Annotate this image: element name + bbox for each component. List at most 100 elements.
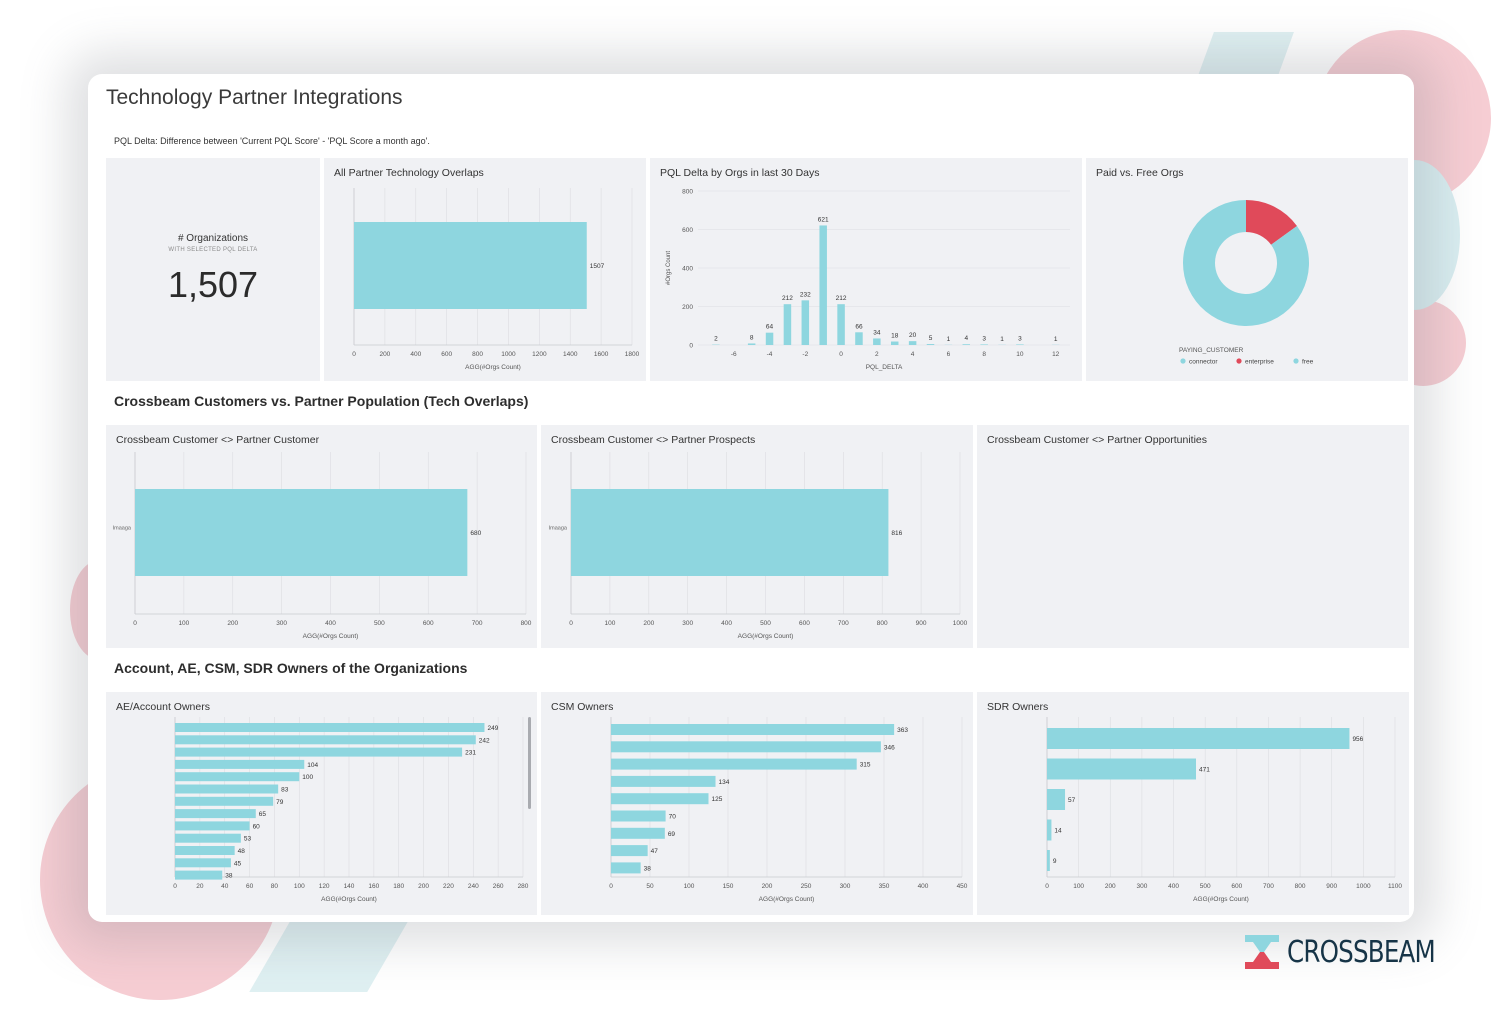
x-tick-label: 0 [133, 620, 137, 627]
overlaps-chart: 0 200 400 600 800 1000 1200 1400 1600 1800 AGG(#Or… [352, 188, 640, 371]
x-tick-label: 140 [344, 883, 355, 890]
x-axis-title: PQL_DELTA [866, 364, 903, 371]
bar [175, 821, 250, 831]
x-tick-label: 200 [1105, 883, 1116, 890]
x-tick-label: 1000 [1356, 883, 1371, 890]
bar [611, 741, 881, 753]
bar-value-label: 104 [307, 762, 318, 769]
csm-panel[interactable]: CSM Owners 0 50 100 150 200 250 300 350 400 450 AG… [541, 692, 973, 915]
x-axis-title: AGG(#Orgs Count) [759, 896, 815, 903]
bar [611, 862, 641, 874]
x-tick-label: 100 [684, 883, 695, 890]
category-label: Imaaga [549, 526, 568, 532]
pql-panel[interactable]: PQL Delta by Orgs in last 30 Days 0 200 40… [650, 158, 1082, 381]
x-tick-label: 4 [911, 351, 915, 358]
bar-value-label: 2 [714, 336, 718, 343]
bar [1047, 758, 1197, 780]
bar-value-label: 816 [891, 530, 902, 537]
decor-stripe-bottom [249, 920, 409, 992]
x-tick-label: 400 [1168, 883, 1179, 890]
bar [175, 723, 485, 732]
bar [175, 809, 256, 819]
x-tick-label: 1000 [501, 351, 516, 358]
x-tick-label: 150 [723, 883, 734, 890]
overlaps-panel[interactable]: All Partner Technology Overlaps 0 200 400 6… [324, 158, 646, 381]
section-title-owners: Account, AE, CSM, SDR Owners of the Orga… [114, 660, 468, 676]
x-tick-label: 800 [877, 620, 888, 627]
x-tick-label: 400 [918, 883, 929, 890]
bar-value-label: 48 [238, 848, 246, 855]
bar [175, 784, 279, 794]
bar [765, 332, 774, 345]
bar-value-label: 315 [860, 762, 871, 769]
x-tick-label: 40 [221, 883, 229, 890]
bar [962, 344, 971, 345]
paid-chart: PAYING_CUSTOMER connector enterprise free [1179, 200, 1314, 366]
bar [1047, 728, 1350, 749]
sdr-panel[interactable]: SDR Owners 0 100 200 300 400 500 600 700 800 900 1… [977, 692, 1409, 915]
x-tick-label: 12 [1052, 351, 1060, 358]
bar [611, 845, 648, 857]
bar-value-label: 38 [225, 873, 233, 880]
bar-value-label: 34 [873, 329, 881, 336]
paid-panel-title: Paid vs. Free Orgs [1096, 167, 1184, 179]
bar-value-label: 64 [766, 324, 774, 331]
bar-value-label: 242 [479, 737, 490, 744]
x-tick-label: 120 [319, 883, 330, 890]
kpi-value: 1,507 [167, 264, 259, 305]
prospects-panel-title: Crossbeam Customer <> Partner Prospects [551, 434, 756, 446]
bar-value-label: 1507 [590, 263, 605, 270]
x-tick-label: 60 [246, 883, 254, 890]
kpi-label: # Organizations [177, 233, 249, 244]
customer-panel[interactable]: Crossbeam Customer <> Partner Customer 0… [106, 425, 537, 648]
bar-value-label: 9 [1053, 858, 1057, 865]
legend-label: connector [1189, 359, 1218, 366]
csm-chart: 0 50 100 150 200 250 300 350 400 450 AGG(#Orgs Cou… [609, 717, 968, 903]
x-tick-label: 1400 [563, 351, 578, 358]
x-tick-label: 300 [1136, 883, 1147, 890]
bar [175, 772, 300, 782]
prospects-panel[interactable]: Crossbeam Customer <> Partner Prospects … [541, 425, 973, 648]
x-tick-label: 700 [472, 620, 483, 627]
pie-slice-free [1183, 200, 1309, 326]
ae-chart: 0 20 40 60 80 100 120 140 160 180 200 220 240 260 280 A… [173, 717, 529, 903]
bar [837, 304, 845, 345]
x-tick-label: 500 [1200, 883, 1211, 890]
x-tick-label: 700 [838, 620, 849, 627]
x-tick-label: 200 [379, 351, 390, 358]
x-tick-label: 1100 [1388, 883, 1402, 890]
ae-scrollbar[interactable] [528, 717, 531, 809]
bar-value-label: 60 [253, 823, 261, 830]
opportunities-panel[interactable]: Crossbeam Customer <> Partner Opportunit… [977, 425, 1409, 648]
x-tick-label: 100 [604, 620, 615, 627]
pql-delta-note: PQL Delta: Difference between 'Current P… [114, 136, 430, 146]
bar-value-label: 14 [1054, 828, 1062, 835]
bar [890, 341, 899, 345]
ae-panel[interactable]: AE/Account Owners 0 20 40 60 80 100 120 140 160 1… [106, 692, 537, 915]
x-tick-label: 0 [1045, 883, 1049, 890]
bar [175, 796, 274, 806]
x-tick-label: 100 [178, 620, 189, 627]
bar [611, 724, 895, 735]
x-tick-label: 400 [721, 620, 732, 627]
sdr-panel-title: SDR Owners [987, 701, 1049, 713]
x-tick-label: 8 [982, 351, 986, 358]
bar-value-label: 47 [651, 848, 659, 855]
sdr-chart: 0 100 200 300 400 500 600 700 800 900 1000 1100 AGG(… [1045, 717, 1402, 903]
legend-swatch [1293, 358, 1299, 364]
x-tick-label: 1200 [532, 351, 547, 358]
legend-title: PAYING_CUSTOMER [1179, 347, 1244, 354]
bar [801, 300, 810, 345]
x-tick-label: -2 [802, 351, 808, 358]
kpi-panel[interactable]: # Organizations WITH SELECTED PQL DELTA … [106, 158, 320, 381]
y-tick-label: 400 [682, 266, 693, 273]
x-tick-label: 400 [325, 620, 336, 627]
bar-value-label: 1 [947, 336, 951, 343]
bar-value-label: 20 [909, 332, 917, 339]
bar [175, 833, 241, 843]
x-tick-label: 400 [410, 351, 421, 358]
bar [908, 341, 917, 345]
y-tick-label: 200 [682, 304, 693, 311]
bar [571, 489, 889, 576]
